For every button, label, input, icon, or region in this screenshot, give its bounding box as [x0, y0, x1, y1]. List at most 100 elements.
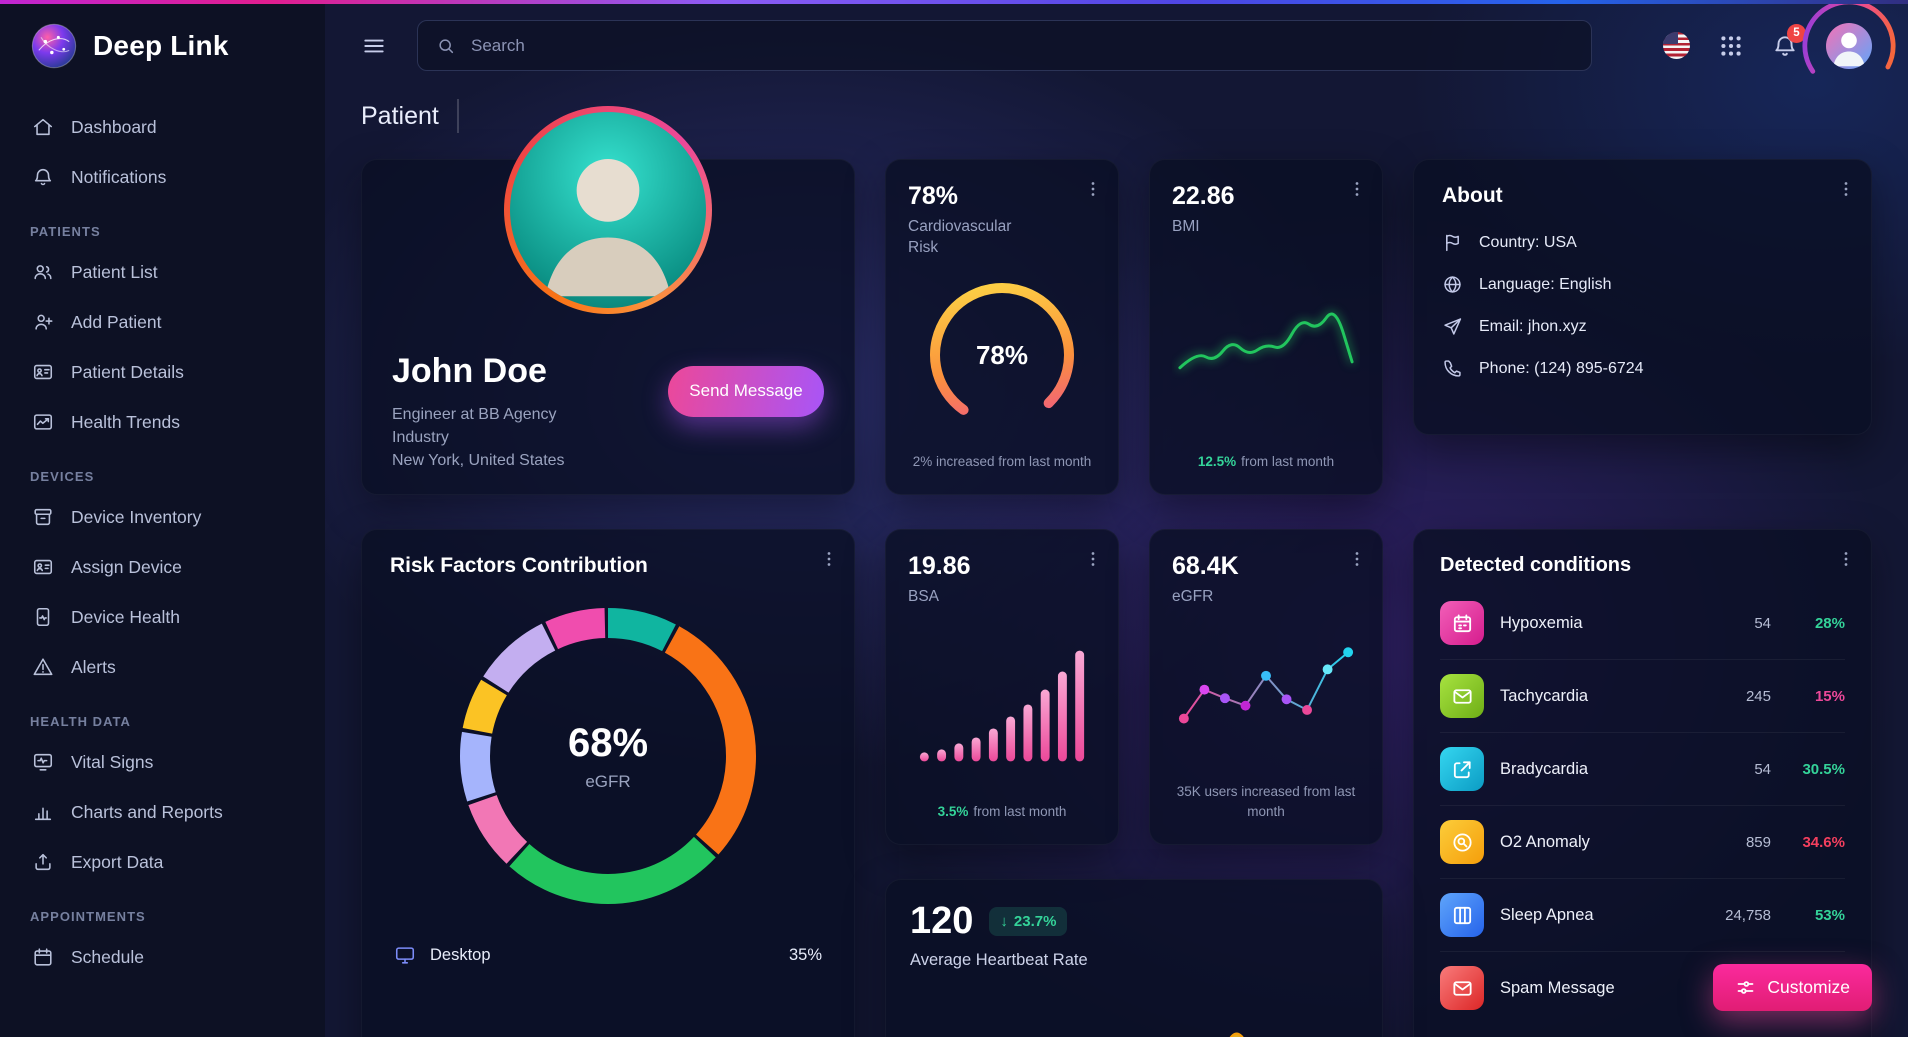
- condition-percent: 53%: [1814, 906, 1845, 924]
- cardio-label: Cardiovascular Risk: [908, 218, 1012, 256]
- search-bar: [417, 20, 1592, 71]
- sidebar-section-appointments: APPOINTMENTS: [30, 909, 146, 924]
- condition-row-tachycardia[interactable]: Tachycardia 245 15%: [1440, 660, 1845, 733]
- sidebar-item-notifications[interactable]: Notifications: [28, 152, 297, 202]
- risk-factors-title: Risk Factors Contribution: [390, 554, 648, 577]
- kebab-menu-icon[interactable]: [818, 548, 840, 570]
- sidebar-item-label: Assign Device: [71, 556, 182, 577]
- kebab-menu-icon[interactable]: [1082, 548, 1104, 570]
- condition-row-hypoxemia[interactable]: Hypoxemia 54 28%: [1440, 587, 1845, 660]
- heartbeat-top: 120 ↓ 23.7%: [910, 900, 1358, 943]
- kebab-menu-icon[interactable]: [1346, 548, 1368, 570]
- search-input[interactable]: [469, 34, 1573, 57]
- heartbeat-card: 120 ↓ 23.7% Average Heartbeat Rate: [885, 879, 1383, 1037]
- brand: Deep Link: [28, 20, 297, 72]
- bmi-footnote: 12.5% from last month: [1172, 452, 1360, 472]
- sidebar-item-label: Add Patient: [71, 311, 162, 332]
- condition-count: 54: [1754, 760, 1771, 778]
- sidebar-item-device-health[interactable]: Device Health: [28, 592, 297, 642]
- kebab-menu-icon[interactable]: [1346, 178, 1368, 200]
- bmi-line-chart: [1172, 238, 1360, 452]
- condition-percent: 28%: [1814, 614, 1845, 632]
- upload-icon: [32, 851, 54, 873]
- condition-row-o2-anomaly[interactable]: O2 Anomaly 859 34.6%: [1440, 806, 1845, 879]
- heartbeat-change: 23.7%: [1013, 913, 1057, 930]
- condition-row-bradycardia[interactable]: Bradycardia 54 30.5%: [1440, 733, 1845, 806]
- sidebar-item-label: Schedule: [71, 946, 144, 967]
- sidebar-item-schedule[interactable]: Schedule: [28, 932, 297, 982]
- customize-label: Customize: [1767, 977, 1850, 997]
- customize-button[interactable]: Customize: [1713, 964, 1872, 1011]
- cardio-footnote: 2% increased from last month: [912, 453, 1092, 469]
- brand-logo-icon: [28, 20, 80, 72]
- sidebar-item-patient-list[interactable]: Patient List: [28, 247, 297, 297]
- monitor-pulse-icon: [32, 751, 54, 773]
- patient-profile-card: John Doe Engineer at BB Agency Industry …: [361, 106, 855, 495]
- phone-icon: [1442, 358, 1463, 379]
- heartbeat-label: Average Heartbeat Rate: [910, 951, 1088, 969]
- bsa-label: BSA: [908, 588, 940, 605]
- bmi-change: 12.5%: [1197, 453, 1237, 469]
- sidebar-item-label: Alerts: [71, 656, 116, 677]
- legend-value: 35%: [788, 945, 822, 964]
- desktop-monitor-icon: [394, 944, 416, 966]
- sidebar-item-dashboard[interactable]: Dashboard: [28, 102, 297, 152]
- heartbeat-value: 120: [910, 900, 974, 942]
- sidebar-item-vital-signs[interactable]: Vital Signs: [28, 737, 297, 787]
- about-card: About Country: USA Language: English Ema…: [1413, 159, 1872, 435]
- sidebar-item-label: Vital Signs: [71, 751, 154, 772]
- notification-count-badge: 5: [1787, 23, 1806, 43]
- kebab-menu-icon[interactable]: [1082, 178, 1104, 200]
- sidebar-item-label: Export Data: [71, 851, 164, 872]
- bsa-bar-chart: [908, 608, 1096, 802]
- apps-grid-icon[interactable]: [1718, 33, 1744, 59]
- user-avatar[interactable]: [1802, 0, 1896, 93]
- heartbeat-change-badge: ↓ 23.7%: [989, 907, 1068, 936]
- kebab-menu-icon[interactable]: [1835, 548, 1857, 570]
- patient-location: New York, United States: [392, 452, 565, 470]
- language-flag-icon[interactable]: [1663, 32, 1690, 59]
- id-card-icon: [32, 361, 54, 383]
- contact-card-icon: [32, 556, 54, 578]
- columns-icon: [1440, 893, 1484, 937]
- sidebar-item-charts-reports[interactable]: Charts and Reports: [28, 787, 297, 837]
- patient-role: Engineer at BB Agency Industry: [392, 406, 557, 447]
- condition-label: O2 Anomaly: [1500, 832, 1590, 851]
- sidebar-item-alerts[interactable]: Alerts: [28, 642, 297, 692]
- page-head: Patient: [361, 99, 1872, 133]
- sidebar-item-health-trends[interactable]: Health Trends: [28, 397, 297, 447]
- sidebar-item-label: Health Trends: [71, 411, 180, 432]
- sidebar-item-export-data[interactable]: Export Data: [28, 837, 297, 887]
- calendar-grid-icon: [1440, 601, 1484, 645]
- sidebar-item-add-patient[interactable]: Add Patient: [28, 297, 297, 347]
- mail-icon: [1440, 966, 1484, 1010]
- arrow-down-icon: ↓: [1000, 913, 1008, 930]
- search-icon: [436, 36, 456, 56]
- send-message-button[interactable]: Send Message: [668, 366, 824, 417]
- warning-triangle-icon: [32, 656, 54, 678]
- search-circle-icon: [1440, 820, 1484, 864]
- external-link-icon: [1440, 747, 1484, 791]
- sidebar-item-label: Patient List: [71, 261, 158, 282]
- people-icon: [32, 261, 54, 283]
- kebab-menu-icon[interactable]: [1835, 178, 1857, 200]
- sidebar-item-assign-device[interactable]: Assign Device: [28, 542, 297, 592]
- sidebar-item-device-inventory[interactable]: Device Inventory: [28, 492, 297, 542]
- bsa-footnote: 3.5% from last month: [908, 802, 1096, 822]
- bmi-value: 22.86: [1172, 182, 1235, 210]
- cardio-value: 78%: [908, 182, 959, 210]
- sidebar-section-devices: DEVICES: [30, 469, 95, 484]
- bsa-value: 19.86: [908, 552, 971, 580]
- sidebar-item-label: Patient Details: [71, 361, 184, 382]
- egfr-value: 68.4K: [1172, 552, 1239, 580]
- about-language: Language: English: [1479, 275, 1612, 293]
- menu-icon[interactable]: [361, 33, 387, 59]
- mail-icon: [1440, 674, 1484, 718]
- sidebar-item-patient-details[interactable]: Patient Details: [28, 347, 297, 397]
- condition-count: 24,758: [1725, 906, 1771, 924]
- condition-row-sleep-apnea[interactable]: Sleep Apnea 24,758 53%: [1440, 879, 1845, 952]
- notifications-bell-icon[interactable]: 5: [1772, 23, 1806, 59]
- sidebar-item-label: Device Inventory: [71, 506, 202, 527]
- dashboard-grid: John Doe Engineer at BB Agency Industry …: [361, 106, 1872, 1037]
